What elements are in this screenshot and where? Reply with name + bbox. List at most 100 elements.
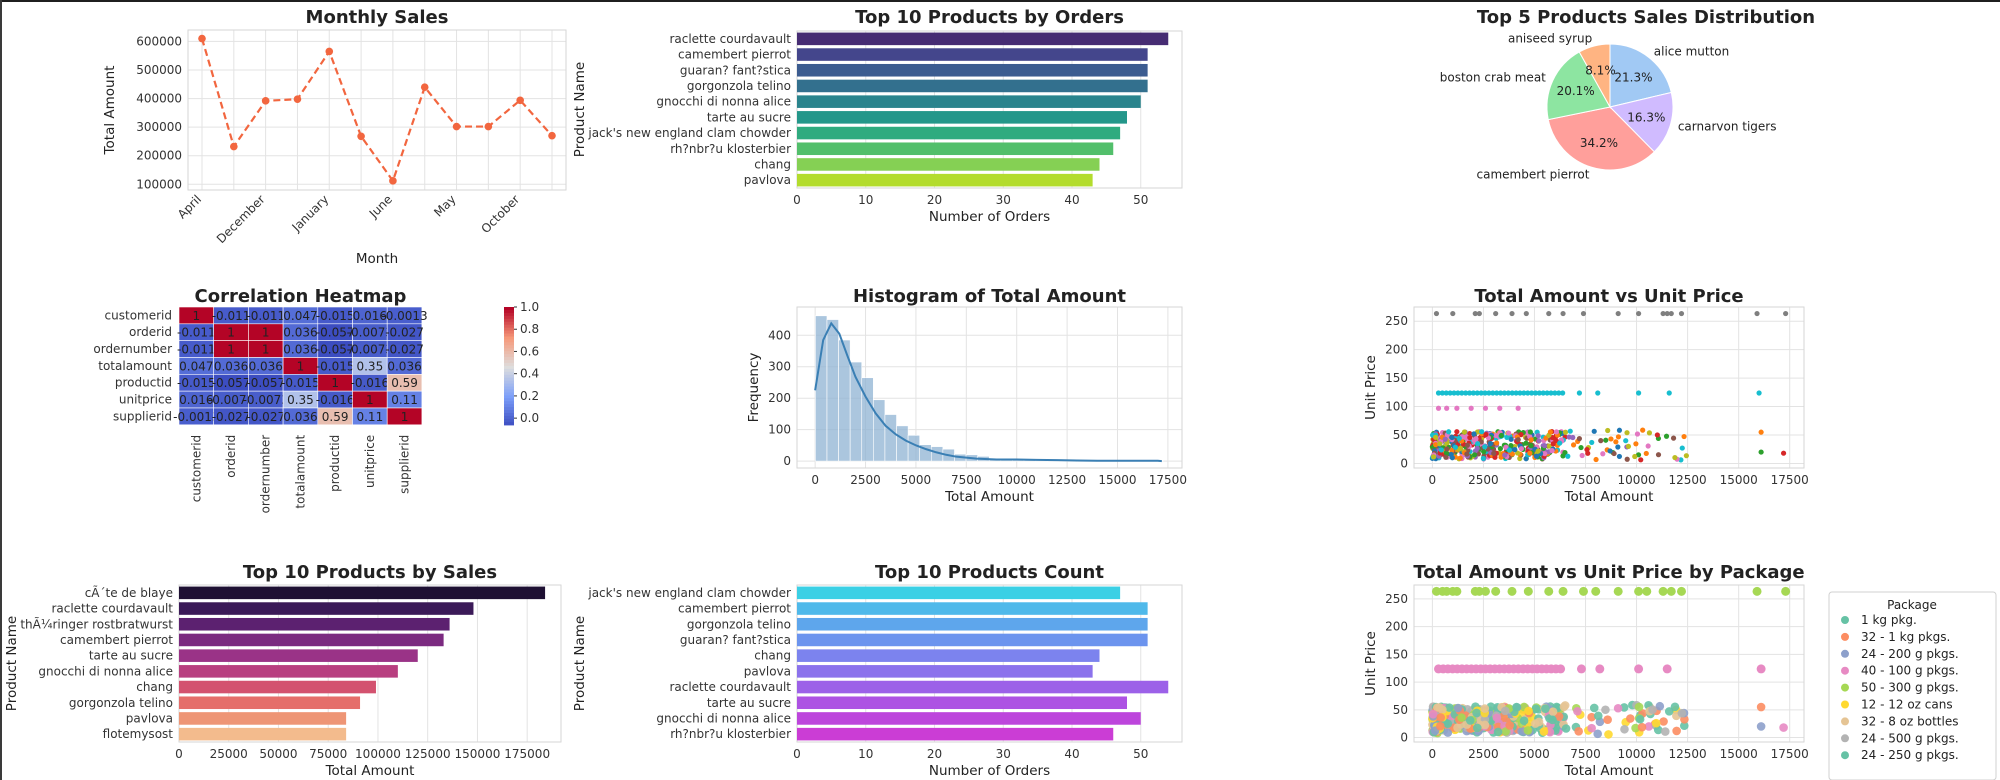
column-label: unitprice [363,435,377,488]
y-axis-label: Unit Price [1363,355,1379,420]
legend-marker [1841,649,1849,658]
slice-label: camembert pierrot [1477,168,1590,182]
scatter-point [1519,716,1529,726]
x-tick-label: 20 [927,747,942,761]
colorbar-label: 0.4 [520,367,539,381]
column-label: ordernumber [259,435,273,514]
chart-title: Top 10 Products by Sales [243,562,497,583]
chart-title: Monthly Sales [306,7,449,28]
y-tick-label: 0 [1400,731,1408,745]
scatter-point [1437,441,1443,447]
scatter-point [1584,447,1590,453]
category-label: gnocchi di nonna alice [38,664,173,678]
scatter-point [1433,703,1442,712]
colorbar-segment [504,307,514,311]
scatter-point [1449,447,1455,454]
scatter-point [1678,310,1685,317]
scatter-point [1574,727,1583,736]
scatter-point [1506,430,1512,436]
scatter-point [1492,713,1502,723]
legend-label: 24 - 200 g pkgs. [1861,647,1959,661]
scatter-point [1470,390,1477,396]
x-tick-label: 12500 [1669,473,1707,487]
histogram-bin [907,434,920,462]
scatter-point [1482,444,1488,450]
scatter-point [1493,727,1503,737]
category-label: jack's new england clam chowder [587,126,791,140]
plot-frame [796,584,1183,743]
y-axis-label: Product Name [4,616,20,711]
category-label: tarte au sucre [707,696,791,710]
x-tick-label: 15000 [1720,473,1758,487]
bar [797,32,1169,46]
scatter-point [1615,434,1622,440]
scatter-point [1654,432,1660,438]
column-label: customerid [189,435,203,502]
y-tick-label: 400 [768,328,791,342]
y-tick-label: 150 [1385,647,1408,661]
bar [179,649,418,662]
legend-label: 40 - 100 g pkgs. [1861,664,1959,678]
data-point [357,132,365,141]
cell-annotation: -0.011 [177,326,216,340]
scatter-point [1666,586,1676,596]
cell-annotation: 1 [331,376,339,390]
x-tick-label: 50000 [259,747,297,761]
colorbar-segment [504,333,514,338]
scatter-point [1758,449,1764,455]
scatter-point [1591,586,1601,596]
scatter-point [1457,713,1466,722]
category-label: gorgonzola telino [687,617,791,631]
bar [797,111,1127,124]
colorbar-segment [504,348,514,352]
scatter-point [1471,431,1477,437]
scatter-point [1593,456,1599,463]
slice-label: alice mutton [1654,45,1729,59]
cell-annotation: -0.057 [212,376,251,390]
scatter-point [1756,702,1766,712]
cell-annotation: -0.0073 [347,343,393,357]
scatter-point [1573,706,1582,716]
scatter-point [1681,433,1687,440]
x-tick-label: 5000 [901,473,932,487]
pie-slice [1547,106,1655,171]
bar [797,633,1148,647]
scatter-point [1634,586,1644,596]
scatter-point [1634,664,1644,674]
scatter-point [1447,390,1453,396]
scatter-point [1452,444,1459,450]
bar [797,142,1114,156]
x-tick-label: 0 [175,747,183,761]
cell-annotation: 0.016 [353,309,387,323]
scatter-point [1432,434,1439,440]
scatter-point [1443,390,1449,396]
x-tick-label: May [431,192,458,219]
legend-marker [1841,751,1849,760]
x-axis-label: Month [356,251,398,267]
histogram-chart: Histogram of Total Amount 0 100 200 300 400 0 2… [746,286,1187,505]
scatter-point [1524,706,1533,716]
x-tick-label: 50 [1133,193,1148,207]
topcount-chart: Top 10 Products Count 0 10 20 30 40 50 jack's n… [572,562,1183,779]
x-tick-label: April [175,192,204,221]
scatter-point [1565,453,1571,459]
x-axis-label: Total Amount [944,489,1034,505]
scatter-point [1494,390,1500,396]
scatter-point [1465,716,1475,725]
scatter-point [1593,711,1603,721]
colorbar-segment [504,312,514,317]
cell-annotation: 1 [193,309,201,323]
scatter-point [1501,727,1510,736]
cell-annotation: -0.0073 [347,326,393,340]
scatter-point [1472,310,1478,317]
scatter-point [1493,310,1499,317]
data-point [389,177,397,185]
colorbar-segment [504,421,514,426]
bar [797,586,1121,600]
category-label: cÃ´te de blaye [85,585,173,600]
scatter-point [1529,390,1535,396]
scatter-point [1527,429,1533,435]
colorbar-segment [504,362,514,367]
scatter-point [1446,429,1452,435]
scatter-point [1626,714,1635,723]
